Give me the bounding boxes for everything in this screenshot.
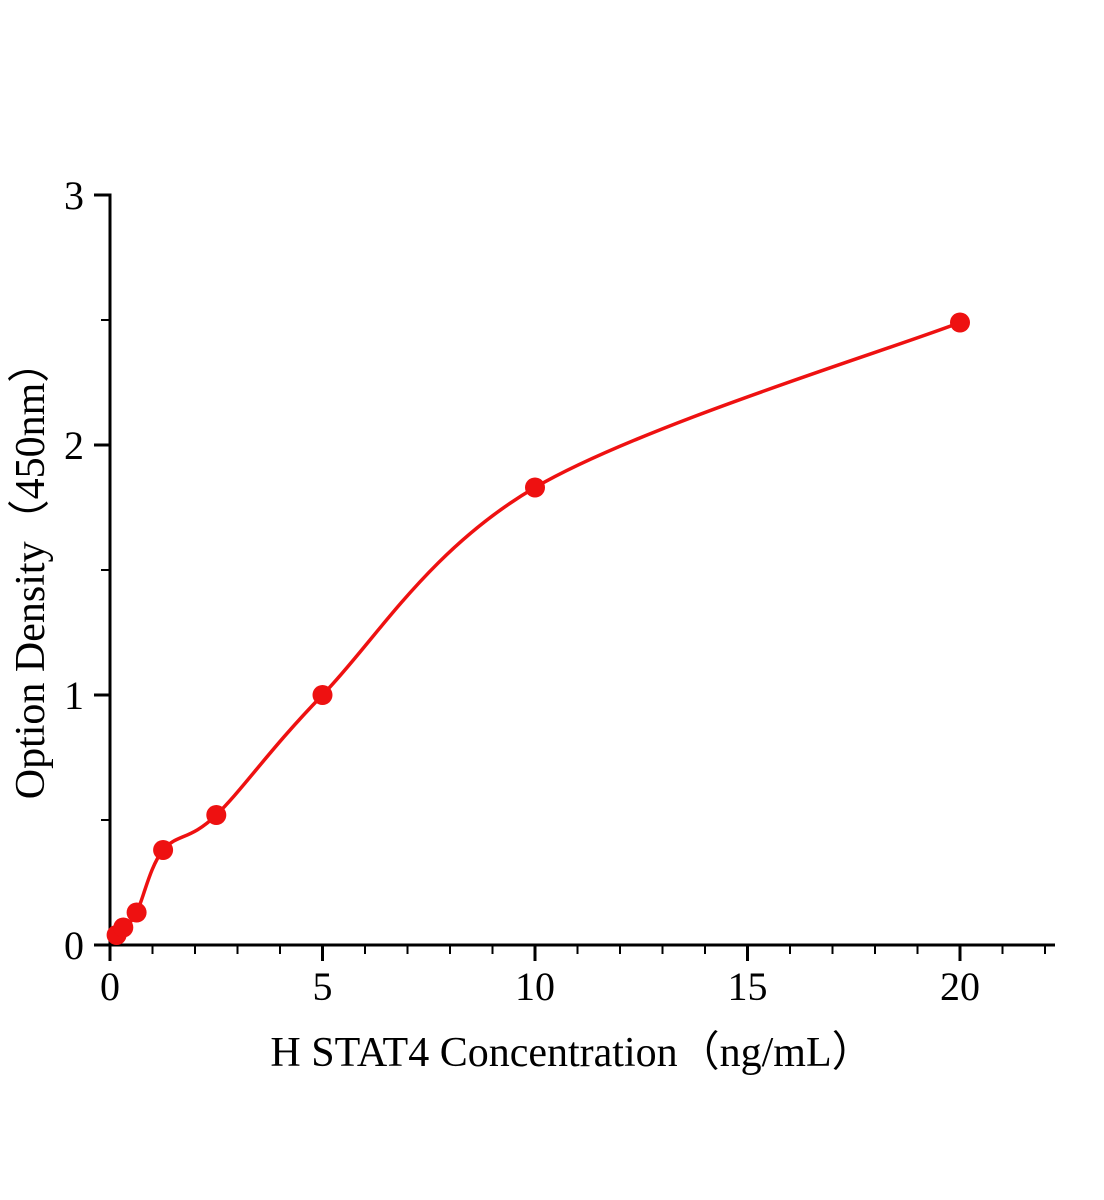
fit-curve xyxy=(110,320,962,944)
x-tick-label: 15 xyxy=(728,964,768,1009)
x-tick-label: 10 xyxy=(515,964,555,1009)
y-tick-label: 3 xyxy=(64,173,84,218)
data-point xyxy=(206,805,227,825)
y-tick-label: 1 xyxy=(64,673,84,718)
data-point xyxy=(950,312,970,333)
axes-lines xyxy=(108,193,1055,947)
x-axis-title: H STAT4 Concentration（ng/mL） xyxy=(270,1030,873,1076)
y-tick-label: 0 xyxy=(64,923,84,968)
data-point xyxy=(312,685,333,705)
data-point xyxy=(126,902,147,923)
data-point xyxy=(525,477,545,498)
x-tick-label: 20 xyxy=(940,964,980,1009)
y-tick-label: 2 xyxy=(64,423,84,468)
x-tick-label: 0 xyxy=(100,964,120,1009)
data-point xyxy=(153,840,174,860)
plot-area: 0 5 10 15 20 0 1 2 3 xyxy=(64,173,1055,1009)
x-tick-label: 5 xyxy=(313,964,333,1009)
data-point xyxy=(113,917,134,938)
y-axis-title: Option Density（450nm） xyxy=(8,341,54,800)
